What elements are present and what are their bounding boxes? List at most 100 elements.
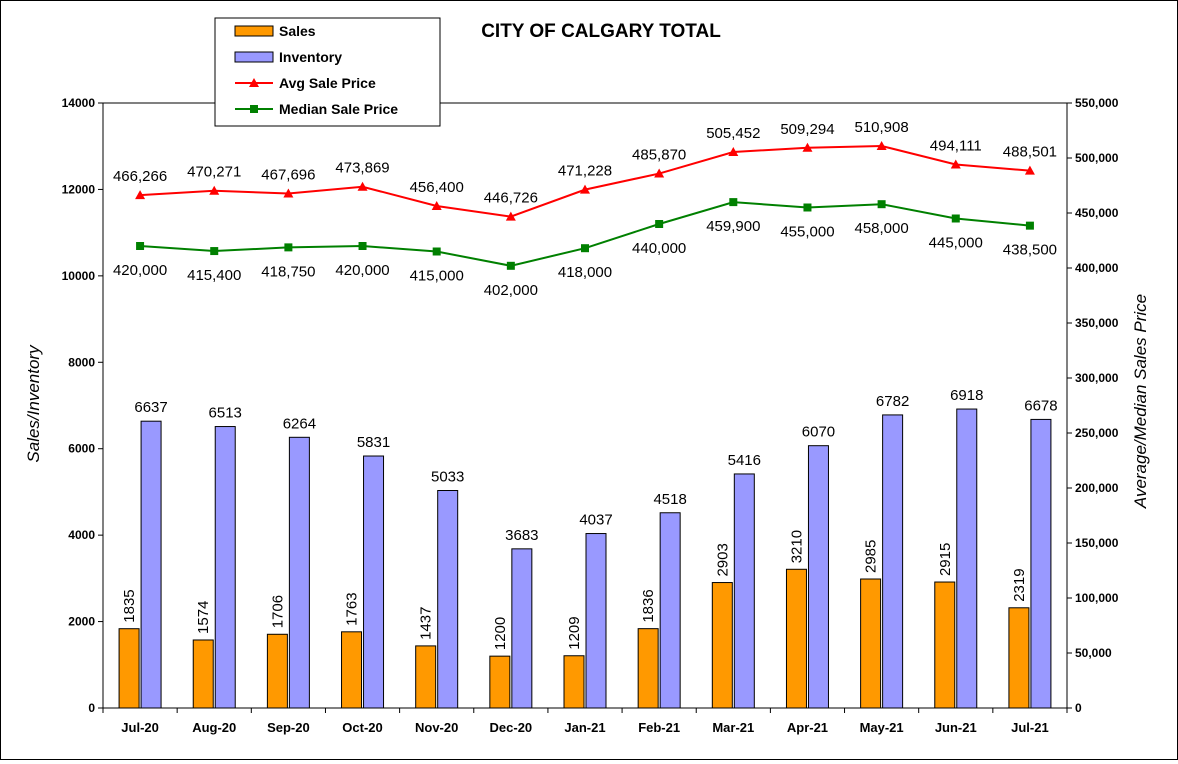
avg-price-data-label: 446,726	[484, 190, 538, 207]
avg-price-marker	[357, 181, 368, 191]
y2-tick-label: 350,000	[1075, 316, 1119, 330]
sales-bar	[118, 628, 140, 709]
median-price-marker	[729, 198, 738, 207]
y2-tick-label: 100,000	[1075, 591, 1119, 605]
y-tick-label: 12000	[62, 182, 96, 196]
inventory-bar	[214, 426, 236, 709]
x-tick-label: Apr-21	[787, 720, 828, 735]
avg-price-marker	[431, 200, 442, 210]
y-tick-label: 8000	[68, 355, 95, 369]
sales-data-label: 2319	[1011, 568, 1028, 601]
avg-price-marker	[876, 141, 887, 151]
x-tick-label: Jul-21	[1011, 720, 1049, 735]
sales-data-label: 1200	[492, 617, 509, 650]
y-tick-label: 2000	[68, 615, 95, 629]
median-price-data-label: 438,500	[1003, 242, 1057, 259]
sales-bar	[711, 582, 733, 709]
median-price-data-label: 415,400	[187, 267, 241, 284]
median-price-marker	[210, 247, 219, 256]
median-price-marker	[432, 247, 441, 256]
median-price-marker	[284, 243, 293, 252]
median-price-marker	[581, 244, 589, 253]
avg-price-data-label: 485,870	[632, 147, 686, 164]
y-tick-label: 0	[88, 701, 95, 715]
sales-bar	[860, 578, 882, 709]
inventory-bar	[807, 445, 829, 709]
legend-label: Median Sale Price	[279, 101, 398, 117]
legend-label: Avg Sale Price	[279, 75, 376, 91]
plot-area	[102, 102, 1068, 709]
avg-price-data-label: 456,400	[410, 179, 464, 196]
inventory-bar	[882, 414, 904, 709]
y2-tick-label: 450,000	[1075, 206, 1119, 220]
sales-data-label: 1706	[269, 595, 286, 628]
inventory-data-label: 6782	[876, 393, 909, 410]
avg-price-data-label: 471,228	[558, 163, 612, 180]
legend-swatch-sales	[234, 25, 274, 37]
inventory-bar	[511, 548, 533, 709]
y2-tick-label: 550,000	[1075, 96, 1119, 110]
avg-price-data-label: 473,869	[335, 160, 389, 177]
inventory-bar	[659, 512, 681, 709]
y2-tick-label: 150,000	[1075, 536, 1119, 550]
median-price-marker	[803, 203, 812, 212]
sales-data-label: 1574	[195, 601, 212, 634]
y2-tick-label: 50,000	[1075, 646, 1112, 660]
sales-data-label: 1835	[121, 589, 138, 622]
sales-bar	[341, 631, 363, 709]
median-price-marker	[877, 200, 886, 209]
median-price-data-label: 420,000	[335, 262, 389, 279]
median-price-data-label: 415,000	[410, 268, 464, 285]
sales-bar	[415, 645, 437, 709]
sales-data-label: 1209	[566, 616, 583, 649]
legend-marker-median	[250, 105, 258, 113]
y-tick-label: 14000	[62, 96, 96, 110]
inventory-bar	[288, 436, 310, 709]
inventory-data-label: 6678	[1024, 397, 1057, 414]
avg-price-marker	[505, 211, 516, 221]
inventory-data-label: 5033	[431, 469, 464, 486]
sales-data-label: 2915	[937, 543, 954, 576]
y-tick-label: 10000	[62, 269, 96, 283]
median-price-marker	[358, 242, 367, 250]
inventory-bar	[733, 473, 755, 709]
sales-data-label: 1836	[640, 589, 657, 622]
x-tick-label: Mar-21	[712, 720, 754, 735]
x-tick-label: Nov-20	[415, 720, 458, 735]
inventory-data-label: 4518	[653, 491, 686, 508]
avg-price-marker	[1024, 165, 1035, 175]
avg-price-data-label: 467,696	[261, 167, 315, 184]
y2-tick-label: 0	[1075, 701, 1082, 715]
avg-price-marker	[950, 159, 961, 169]
inventory-data-label: 6918	[950, 387, 983, 404]
sales-bar	[1008, 607, 1030, 709]
inventory-data-label: 6070	[802, 424, 835, 441]
avg-price-data-label: 494,111	[930, 137, 982, 154]
x-tick-label: Jan-21	[564, 720, 605, 735]
avg-price-marker	[283, 188, 294, 198]
inventory-bar	[1030, 418, 1052, 709]
inventory-bar	[363, 455, 385, 709]
legend-label: Inventory	[279, 49, 342, 65]
sales-bar	[489, 655, 511, 709]
median-price-marker	[1025, 221, 1034, 230]
median-price-data-label: 420,000	[113, 262, 167, 279]
sales-data-label: 1763	[344, 592, 361, 625]
y2-tick-label: 200,000	[1075, 481, 1119, 495]
inventory-data-label: 5831	[357, 434, 390, 451]
x-tick-label: May-21	[860, 720, 904, 735]
y2-tick-label: 400,000	[1075, 261, 1119, 275]
sales-bar	[266, 633, 288, 709]
avg-price-marker	[654, 168, 665, 178]
sales-bar	[192, 639, 214, 709]
y-axis-title: Sales/Inventory	[24, 344, 43, 463]
y2-tick-label: 500,000	[1075, 151, 1119, 165]
avg-price-marker	[728, 147, 739, 157]
inventory-data-label: 6264	[283, 415, 316, 432]
x-tick-label: Feb-21	[638, 720, 680, 735]
median-price-data-label: 440,000	[632, 240, 686, 257]
inventory-bar	[585, 533, 607, 709]
avg-price-data-label: 509,294	[780, 121, 834, 138]
sales-bar	[563, 655, 585, 709]
avg-price-data-label: 488,501	[1003, 144, 1057, 161]
